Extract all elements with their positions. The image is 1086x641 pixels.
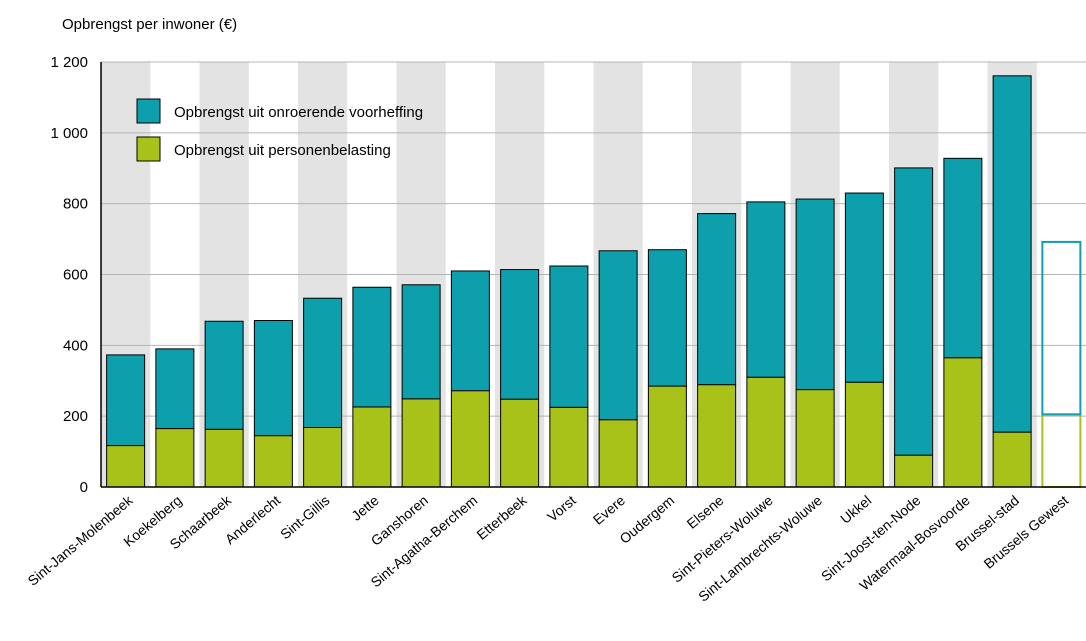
x-tick-label: Sint-Gillis	[277, 492, 333, 542]
bar-opbrengst-uit-onroerende-voorheffing-brussels-gewest	[1041, 240, 1082, 416]
bar-opbrengst-uit-personenbelasting-sint-joost-ten-node	[894, 454, 934, 488]
bar-opbrengst-uit-personenbelasting-koekelberg	[155, 428, 195, 488]
bar-opbrengst-uit-personenbelasting-sint-pieters-woluwe	[746, 376, 786, 488]
bar-opbrengst-uit-onroerende-voorheffing-anderlecht	[253, 320, 293, 437]
legend-swatch-onroerende-voorheffing	[136, 98, 161, 124]
bar-opbrengst-uit-personenbelasting-brussel-stad	[992, 431, 1032, 488]
bar-opbrengst-uit-personenbelasting-elsene	[697, 384, 737, 488]
bar-opbrengst-uit-onroerende-voorheffing-oudergem	[647, 249, 687, 387]
bar-opbrengst-uit-onroerende-voorheffing-sint-jans-molenbeek	[106, 354, 146, 447]
x-tick-label: Brussels Gewest	[981, 492, 1072, 572]
x-tick-label: Anderlecht	[222, 492, 284, 547]
x-tick-label: Jette	[348, 492, 382, 524]
bar-opbrengst-uit-personenbelasting-sint-gillis	[303, 427, 343, 488]
axes	[100, 62, 1086, 488]
x-tick-label: Evere	[590, 492, 628, 528]
bar-opbrengst-uit-onroerende-voorheffing-etterbeek	[500, 269, 540, 400]
bar-opbrengst-uit-onroerende-voorheffing-schaarbeek	[204, 320, 244, 430]
bar-opbrengst-uit-onroerende-voorheffing-elsene	[697, 213, 737, 386]
bar-opbrengst-uit-onroerende-voorheffing-sint-gillis	[303, 297, 343, 428]
bar-opbrengst-uit-personenbelasting-watermaal-bosvoorde	[943, 357, 983, 488]
x-tick-label: Ukkel	[837, 492, 874, 527]
x-tick-label: Vorst	[544, 492, 579, 525]
bar-opbrengst-uit-personenbelasting-jette	[352, 406, 392, 488]
bar-opbrengst-uit-onroerende-voorheffing-sint-joost-ten-node	[894, 167, 934, 456]
y-tick-label: 600	[63, 267, 88, 284]
legend-swatch-personenbelasting	[136, 136, 161, 162]
bar-opbrengst-uit-onroerende-voorheffing-jette	[352, 286, 392, 408]
bar-opbrengst-uit-onroerende-voorheffing-vorst	[549, 265, 589, 408]
bar-opbrengst-uit-personenbelasting-brussels-gewest	[1041, 413, 1082, 489]
y-tick-labels: 0 200 400 600 800 1 000 1 200	[50, 54, 88, 496]
legend: Opbrengst uit onroerende voorheffing Opb…	[136, 98, 423, 162]
bar-opbrengst-uit-personenbelasting-schaarbeek	[204, 428, 244, 488]
x-tick-label: Sint-Jans-Molenbeek	[25, 491, 137, 588]
legend-label-personenbelasting: Opbrengst uit personenbelasting	[174, 142, 391, 159]
bar-opbrengst-uit-onroerende-voorheffing-sint-pieters-woluwe	[746, 201, 786, 378]
y-tick-label: 0	[80, 479, 88, 496]
bar-opbrengst-uit-onroerende-voorheffing-koekelberg	[155, 348, 195, 430]
x-tick-label: Oudergem	[616, 492, 677, 547]
category-labels: Sint-Jans-MolenbeekKoekelbergSchaarbeekA…	[25, 491, 1072, 604]
y-axis-title: Opbrengst per inwoner (€)	[62, 16, 237, 33]
bar-opbrengst-uit-personenbelasting-evere	[598, 419, 638, 488]
bar-opbrengst-uit-onroerende-voorheffing-sint-agatha-berchem	[450, 270, 490, 392]
bar-opbrengst-uit-personenbelasting-anderlecht	[253, 435, 293, 488]
x-tick-label: Elsene	[683, 492, 726, 532]
bar-opbrengst-uit-onroerende-voorheffing-sint-lambrechts-woluwe	[795, 198, 835, 391]
bar-opbrengst-uit-onroerende-voorheffing-evere	[598, 250, 638, 421]
bars	[106, 75, 1082, 489]
y-tick-label: 1 200	[50, 54, 88, 71]
bar-opbrengst-uit-onroerende-voorheffing-brussel-stad	[992, 75, 1032, 433]
bar-opbrengst-uit-onroerende-voorheffing-ukkel	[844, 192, 884, 383]
bar-opbrengst-uit-personenbelasting-sint-agatha-berchem	[450, 390, 490, 488]
bar-opbrengst-uit-personenbelasting-ukkel	[844, 381, 884, 488]
bar-opbrengst-uit-personenbelasting-oudergem	[647, 385, 687, 488]
y-tick-label: 1 000	[50, 125, 88, 142]
bar-opbrengst-uit-personenbelasting-sint-jans-molenbeek	[106, 445, 146, 488]
y-tick-label: 400	[63, 337, 88, 354]
y-tick-label: 200	[63, 408, 88, 425]
bar-opbrengst-uit-personenbelasting-etterbeek	[500, 398, 540, 488]
y-tick-label: 800	[63, 196, 88, 213]
bar-opbrengst-uit-personenbelasting-vorst	[549, 406, 589, 488]
legend-label-onroerende-voorheffing: Opbrengst uit onroerende voorheffing	[174, 104, 423, 121]
bar-opbrengst-uit-personenbelasting-ganshoren	[401, 398, 441, 488]
bar-opbrengst-uit-onroerende-voorheffing-ganshoren	[401, 284, 441, 400]
x-tick-label: Etterbeek	[473, 491, 530, 542]
bar-opbrengst-uit-onroerende-voorheffing-watermaal-bosvoorde	[943, 157, 983, 359]
bar-opbrengst-uit-personenbelasting-sint-lambrechts-woluwe	[795, 389, 835, 488]
